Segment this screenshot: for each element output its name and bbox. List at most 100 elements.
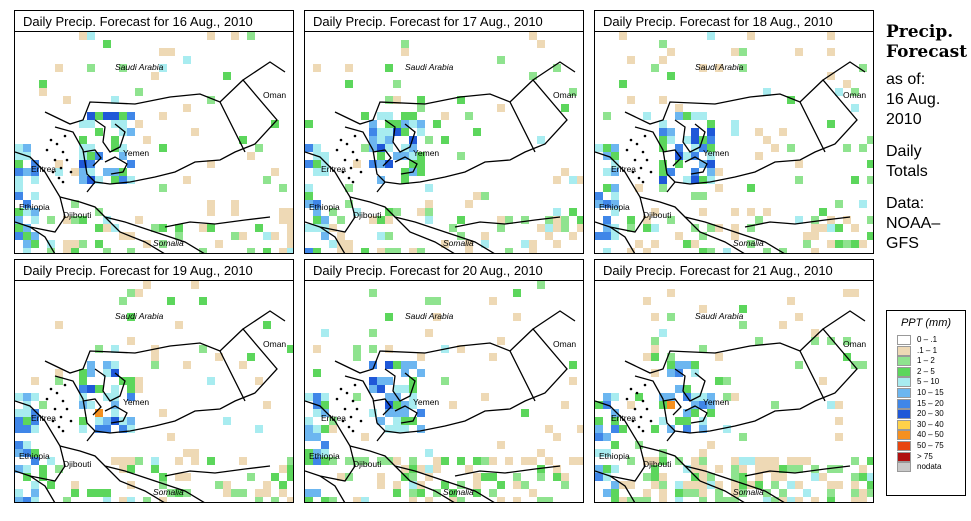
precip-cell [787,481,795,489]
precip-cell [79,240,87,248]
precip-cell [305,457,313,465]
precip-cell [457,345,465,353]
precip-cell [127,112,135,120]
island-dot [351,429,355,433]
precip-cell [55,377,63,385]
island-dot [55,391,59,395]
precip-cell [369,216,377,224]
precip-cell [95,176,103,184]
precip-cell [119,297,127,305]
precip-cell [305,248,313,253]
precip-cell [417,353,425,361]
legend-label: nodata [917,462,942,472]
country-label-djibouti: Djibouti [63,210,91,220]
island-dot [631,419,635,423]
precip-cell [95,345,103,353]
country-label-somalia: Somalia [153,238,184,248]
border-line [509,350,536,402]
precip-cell [835,401,843,409]
precip-cell [23,417,31,425]
precip-cell [345,240,353,248]
precip-cell [651,345,659,353]
precip-cell [739,321,747,329]
precip-cell [401,128,409,136]
precip-cell [271,120,279,128]
precip-cell [537,465,545,473]
precip-cell [239,489,247,497]
precip-cell [611,481,619,489]
precip-cell [337,248,345,253]
precip-cell [23,232,31,240]
precip-cell [223,489,231,497]
country-label-eritrea: Eritrea [611,164,636,174]
forecast-panel-20-aug: Daily Precip. Forecast for 20 Aug., 2010… [304,259,586,503]
country-label-eritrea: Eritrea [321,164,346,174]
border-line [624,79,858,185]
precip-cell [867,473,873,481]
precip-cell [143,240,151,248]
precip-cell [95,385,103,393]
country-label-saudi-arabia: Saudi Arabia [695,62,744,72]
precip-cell [651,457,659,465]
precip-cell [385,377,393,385]
precip-cell [675,385,683,393]
precip-cell [151,224,159,232]
precip-cell [795,216,803,224]
precip-cell [79,152,87,160]
precip-cell [595,232,603,240]
precip-cell [611,200,619,208]
legend-item: 0 – .1 [887,335,965,346]
precip-cell [489,353,497,361]
precip-cell [119,377,127,385]
precip-cell [715,497,723,502]
precip-cell [537,224,545,232]
precip-cell [55,465,63,473]
precip-cell [287,216,293,224]
precip-cell [843,289,851,297]
precip-cell [207,32,215,40]
precip-cell [795,465,803,473]
precip-cell [103,216,111,224]
precip-cell [353,353,361,361]
precip-cell [279,248,287,253]
precip-cell [707,128,715,136]
precip-cell [263,401,271,409]
precip-cell [715,377,723,385]
precip-cell [457,96,465,104]
precip-cell [553,64,561,72]
precip-cell [603,248,611,253]
precip-cell [111,401,119,409]
precip-cell [699,305,707,313]
precip-cell [15,232,23,240]
island-dot [339,138,343,142]
precip-cell [167,48,175,56]
precip-cell [39,473,47,481]
precip-cell [651,473,659,481]
precip-cell [321,160,329,168]
precip-cell [747,240,755,248]
precip-cell [87,369,95,377]
precip-cell [715,64,723,72]
precip-cell [707,401,715,409]
precip-cell [835,200,843,208]
precip-cell [377,144,385,152]
island-dot [349,166,353,170]
precip-cell [699,248,707,253]
precip-cell [651,425,659,433]
precip-cell [497,56,505,64]
forecast-panel-16-aug: Daily Precip. Forecast for 16 Aug., 2010… [14,10,296,254]
country-label-somalia: Somalia [733,238,764,248]
precip-cell [691,136,699,144]
precip-cell [231,489,239,497]
precip-cell [159,224,167,232]
precip-cell [707,473,715,481]
precip-cell [731,393,739,401]
precip-cell [287,224,293,232]
precip-cell [651,64,659,72]
daily-label: Daily [886,143,922,160]
precip-cell [731,224,739,232]
precip-cell [683,136,691,144]
precip-cell [231,200,239,208]
precip-cell [63,248,71,253]
precip-cell [595,465,603,473]
